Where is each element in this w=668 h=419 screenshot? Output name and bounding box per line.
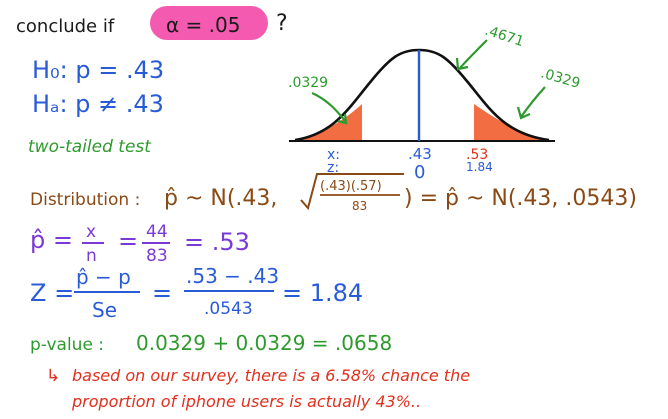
conclude-text: conclude if <box>16 16 115 37</box>
center-arrow-shaft <box>459 39 488 69</box>
center-z-value: 0 <box>414 162 425 183</box>
left-tail-shading <box>295 104 362 141</box>
z-frac2-den: .0543 <box>204 299 253 319</box>
left-tail-area: .0329 <box>288 75 328 91</box>
z-score-section: Z = p̂ − p Se = .53 − .43 .0543 = 1.84 <box>30 264 363 322</box>
right-arrow <box>516 86 546 120</box>
z-frac1-den: Se <box>92 298 117 322</box>
distribution-formula-end: ) = p̂ ~ N(.43, .0543) <box>404 186 637 211</box>
normal-distribution-diagram: .0329 .4671 .0329 x: z: .43 0 .53 1.84 <box>288 23 582 183</box>
conclusion-section: ↳ based on our survey, there is a 6.58% … <box>46 366 470 411</box>
sqrt-denominator: 83 <box>352 199 367 213</box>
p-hat-frac2-den: 83 <box>146 246 168 266</box>
z-frac2-num: .53 − .43 <box>186 264 279 288</box>
alpha-text: α = .05 <box>166 13 240 37</box>
p-hat-frac1-den: n <box>86 246 97 266</box>
p-hat-result: = .53 <box>184 228 250 256</box>
p-hat-lhs: p̂ = <box>30 226 73 254</box>
center-x-value: .43 <box>408 145 432 163</box>
test-type: two-tailed test <box>28 137 152 157</box>
null-hypothesis: H₀: p = .43 <box>32 56 164 84</box>
p-value-label: p-value : <box>30 335 104 355</box>
right-tail-shading <box>474 104 549 141</box>
alternative-hypothesis: Hₐ: p ≠ .43 <box>32 90 164 118</box>
conclusion-line-1: based on our survey, there is a 6.58% ch… <box>72 366 470 385</box>
left-arrow-shaft <box>311 91 347 123</box>
right-x-value: .53 <box>466 147 488 163</box>
question-mark: ? <box>276 11 288 36</box>
conclusion-arrow: ↳ <box>46 366 60 386</box>
conclusion-line-2: proportion of iphone users is actually 4… <box>71 392 421 411</box>
right-arrow-head <box>516 106 531 120</box>
center-area: .4671 <box>483 23 526 51</box>
z-eq1: = <box>152 279 172 307</box>
right-arrow-shaft <box>520 86 546 118</box>
distribution-formula-start: p̂ ~ N(.43, <box>164 186 277 211</box>
p-value-calc: 0.0329 + 0.0329 = .0658 <box>136 331 392 355</box>
distribution-section: Distribution : p̂ ~ N(.43, (.43)(.57) 83… <box>30 173 637 213</box>
sqrt-numerator: (.43)(.57) <box>320 179 382 194</box>
p-hat-frac1-num: x <box>86 222 96 242</box>
axis-x-label: x: <box>327 147 340 163</box>
axis-z-label: z: <box>327 160 339 176</box>
z-lhs: Z = <box>30 279 74 307</box>
right-z-value: 1.84 <box>466 160 493 174</box>
p-hat-section: p̂ = x n = 44 83 = .53 <box>30 222 250 266</box>
z-frac1-num: p̂ − p <box>76 265 131 289</box>
alpha-highlight <box>150 6 268 40</box>
distribution-label: Distribution : <box>30 190 140 210</box>
center-arrow-head <box>455 57 469 71</box>
sqrt-symbol <box>300 173 404 211</box>
left-arrow-head <box>337 113 348 125</box>
left-arrow <box>311 91 348 125</box>
p-hat-frac2-num: 44 <box>146 222 168 242</box>
center-arrow <box>455 39 488 71</box>
z-result: = 1.84 <box>282 279 363 307</box>
p-hat-eq1: = <box>118 227 138 255</box>
